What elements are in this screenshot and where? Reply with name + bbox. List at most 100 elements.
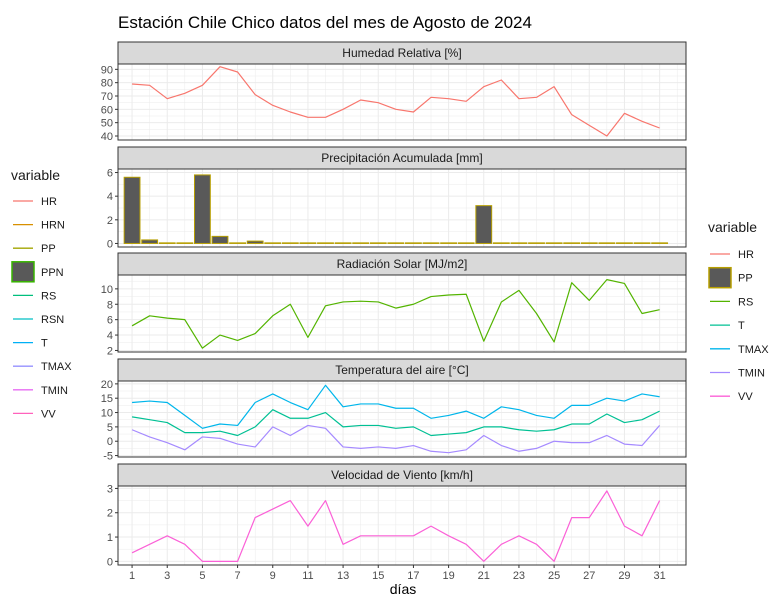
x-tick-label: 29 xyxy=(618,570,630,582)
bar-pp xyxy=(317,242,334,244)
y-tick-label: 2 xyxy=(107,215,113,227)
bar-pp xyxy=(141,239,159,244)
y-tick-label: 60 xyxy=(101,104,113,116)
y-tick-label: 70 xyxy=(101,91,113,103)
bar-pp xyxy=(193,174,211,244)
x-tick-label: 17 xyxy=(407,570,419,582)
chart-title: Estación Chile Chico datos del mes de Ag… xyxy=(118,13,532,32)
bar-pp xyxy=(246,240,264,244)
legend-item: TMIN xyxy=(13,385,68,397)
legend-item: HRN xyxy=(13,220,65,232)
bar-pp xyxy=(352,242,370,244)
x-tick-label: 27 xyxy=(583,570,595,582)
bar-pp xyxy=(475,205,493,244)
panel-background xyxy=(118,486,686,565)
facet-panel: Velocidad de Viento [km/h] 0 1 2 3 xyxy=(107,463,687,568)
legend-item: RS xyxy=(710,296,753,308)
legend-item: TMAX xyxy=(13,361,72,373)
y-tick-label: 2 xyxy=(107,508,113,520)
x-tick-label: 3 xyxy=(164,570,170,582)
legend-label: PP xyxy=(41,243,56,255)
panel-border xyxy=(117,274,687,353)
strip-label: Radiación Solar [MJ/m2] xyxy=(337,257,468,271)
legend-label: TMIN xyxy=(41,385,68,397)
bar-pp xyxy=(123,176,141,244)
facet-panel: Radiación Solar [MJ/m2] 2 4 6 8 10 xyxy=(101,252,687,357)
y-tick-label: 80 xyxy=(101,78,113,90)
series-line-tmin xyxy=(131,424,661,454)
legend-item: PP xyxy=(708,266,753,289)
legend-label: VV xyxy=(738,391,753,403)
facet-panel: Temperatura del aire [°C] -5 0 5 10 15 20 xyxy=(101,358,687,463)
bar-pp xyxy=(457,242,475,244)
bar-pp xyxy=(616,242,633,244)
strip-label: Precipitación Acumulada [mm] xyxy=(321,151,482,165)
series-line-rs xyxy=(131,279,660,349)
y-tick-label: 8 xyxy=(107,299,113,311)
panel-background xyxy=(118,275,686,352)
y-tick-label: -5 xyxy=(103,451,113,463)
legend-label: RSN xyxy=(41,314,64,326)
y-tick-label: 50 xyxy=(101,118,113,130)
bar-pp xyxy=(651,242,669,244)
bar-pp xyxy=(264,242,282,244)
y-tick-label: 1 xyxy=(107,532,113,544)
y-tick-label: 20 xyxy=(101,379,113,391)
y-tick-label: 0 xyxy=(107,238,113,250)
panel-background xyxy=(118,64,686,140)
x-tick-label: 31 xyxy=(653,570,665,582)
bar-pp xyxy=(545,242,563,244)
bar-pp xyxy=(299,242,317,244)
legend-label: HRN xyxy=(41,220,65,232)
legend-title: variable xyxy=(11,167,60,183)
legend-label: T xyxy=(41,338,48,350)
legend-label: RS xyxy=(738,296,753,308)
y-tick-label: 0 xyxy=(107,556,113,568)
x-tick-label: 1 xyxy=(129,570,135,582)
y-tick-label: 40 xyxy=(101,131,113,143)
y-tick-label: 0 xyxy=(107,436,113,448)
panel-border xyxy=(117,380,687,458)
legend-label: VV xyxy=(41,408,56,420)
legend-item: VV xyxy=(710,391,753,403)
bar-pp xyxy=(492,242,510,244)
legend-key-box xyxy=(708,266,732,289)
y-tick-label: 15 xyxy=(101,393,113,405)
x-axis: 1 3 5 7 9 11 13 15 17 19 21 23 25 27 29 31 xyxy=(129,565,666,582)
legend-item: HR xyxy=(710,249,754,261)
legend-item: VV xyxy=(13,408,56,420)
bar-pp xyxy=(563,242,581,244)
series-line-t xyxy=(131,409,660,437)
y-tick-label: 6 xyxy=(107,168,113,180)
y-tick-label: 10 xyxy=(101,408,113,420)
strip-label: Temperatura del aire [°C] xyxy=(335,363,469,377)
legend-label: HR xyxy=(738,249,754,261)
bar-pp xyxy=(281,242,299,244)
y-tick-label: 6 xyxy=(107,315,113,327)
legend-item: PP xyxy=(13,243,56,255)
x-tick-label: 11 xyxy=(302,570,313,582)
bar-pp xyxy=(211,235,229,244)
legend-left: variable HR HRN PP PPN RS RSN T TMAX TMIN VV xyxy=(11,167,72,420)
bar-pp xyxy=(334,242,352,244)
bar-pp xyxy=(229,242,246,244)
legend-label: HR xyxy=(41,196,57,208)
legend-item: HR xyxy=(13,196,57,208)
bar-pp xyxy=(369,242,387,244)
x-tick-label: 21 xyxy=(478,570,490,582)
legend-label: TMIN xyxy=(738,368,765,380)
legend-label: PP xyxy=(738,273,753,285)
legend-item: TMIN xyxy=(710,368,765,380)
legend-item: T xyxy=(710,320,745,332)
legend-item: T xyxy=(13,338,48,350)
y-tick-label: 10 xyxy=(101,284,113,296)
panel-border xyxy=(117,168,687,248)
legend-key-box xyxy=(11,261,35,283)
legend-label: TMAX xyxy=(41,361,72,373)
legend-right: variable HR PP RS T TMAX TMIN VV xyxy=(708,219,769,403)
x-tick-label: 9 xyxy=(270,570,276,582)
legend-item: PPN xyxy=(11,261,64,283)
legend-item: TMAX xyxy=(710,344,769,356)
strip-label: Velocidad de Viento [km/h] xyxy=(331,468,473,482)
